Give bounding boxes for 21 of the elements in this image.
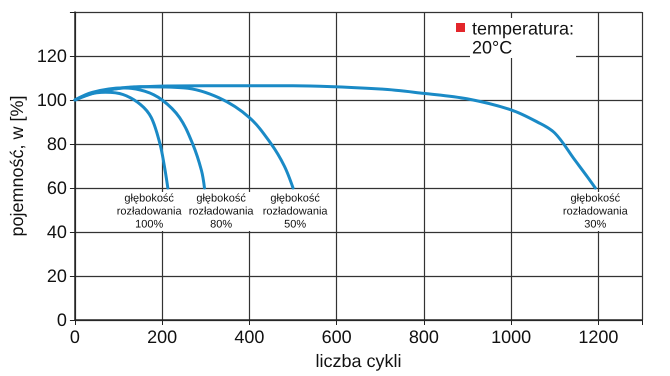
y-tick-label: 20 [46,266,67,286]
annotation: temperatura: 20°C [472,18,574,58]
annotation: głębokość rozładowania 100% [116,192,182,230]
x-tick-label: 1000 [491,327,532,347]
x-tick-label: 600 [322,327,352,347]
x-tick-label: 1200 [578,327,618,347]
y-tick-label: 40 [46,222,67,242]
x-axis-title: liczba cykli [315,351,402,371]
y-axis-title: pojemność, w [%] [7,95,27,237]
x-tick-label: 800 [408,327,439,347]
y-tick-label: 100 [36,90,67,110]
x-tick-label: 400 [234,327,264,347]
x-tick-label: 200 [147,327,178,347]
y-tick-label: 80 [46,134,67,154]
y-tick-label: 0 [56,310,67,330]
annotation: głębokość rozładowania 50% [262,192,328,230]
annotation: głębokość rozładowania 80% [188,192,254,230]
x-tick-label: 0 [70,327,80,347]
y-tick-label: 60 [46,178,67,198]
annotation: głębokość rozładowania 30% [562,192,629,230]
y-tick-label: 120 [36,46,67,66]
